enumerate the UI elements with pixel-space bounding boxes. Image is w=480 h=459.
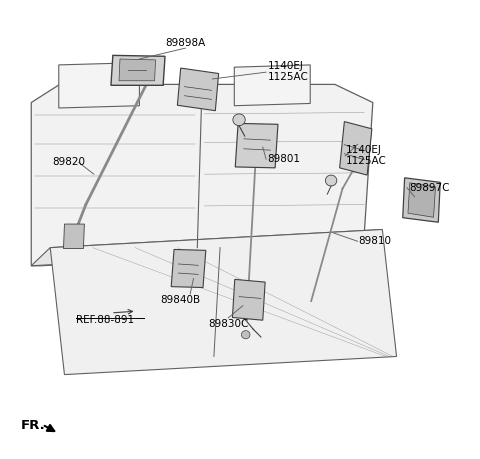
Polygon shape [403,178,440,222]
Polygon shape [234,65,310,106]
Polygon shape [340,122,372,175]
Circle shape [325,175,337,186]
Polygon shape [232,280,265,320]
Circle shape [241,330,250,339]
Polygon shape [31,84,373,266]
Text: 1140EJ: 1140EJ [267,61,303,71]
Text: 89820: 89820 [53,157,85,168]
Text: FR.: FR. [21,419,46,432]
Text: 89801: 89801 [267,154,300,164]
Text: 89830C: 89830C [208,319,248,329]
Polygon shape [50,230,396,375]
Text: 89897C: 89897C [409,183,449,193]
Polygon shape [63,224,84,248]
Polygon shape [235,123,278,168]
Polygon shape [59,62,139,108]
Text: 1140EJ: 1140EJ [346,145,382,155]
Text: REF.88-891: REF.88-891 [76,315,134,325]
Text: 89840B: 89840B [161,295,201,305]
Polygon shape [178,68,219,111]
Polygon shape [31,230,383,266]
Polygon shape [119,59,156,81]
Polygon shape [111,56,165,85]
Text: 89810: 89810 [359,236,392,246]
Polygon shape [171,249,206,287]
Text: 1125AC: 1125AC [267,72,308,82]
Circle shape [233,114,245,126]
Polygon shape [408,183,435,217]
Text: 89898A: 89898A [165,38,205,48]
Text: 1125AC: 1125AC [346,156,387,166]
